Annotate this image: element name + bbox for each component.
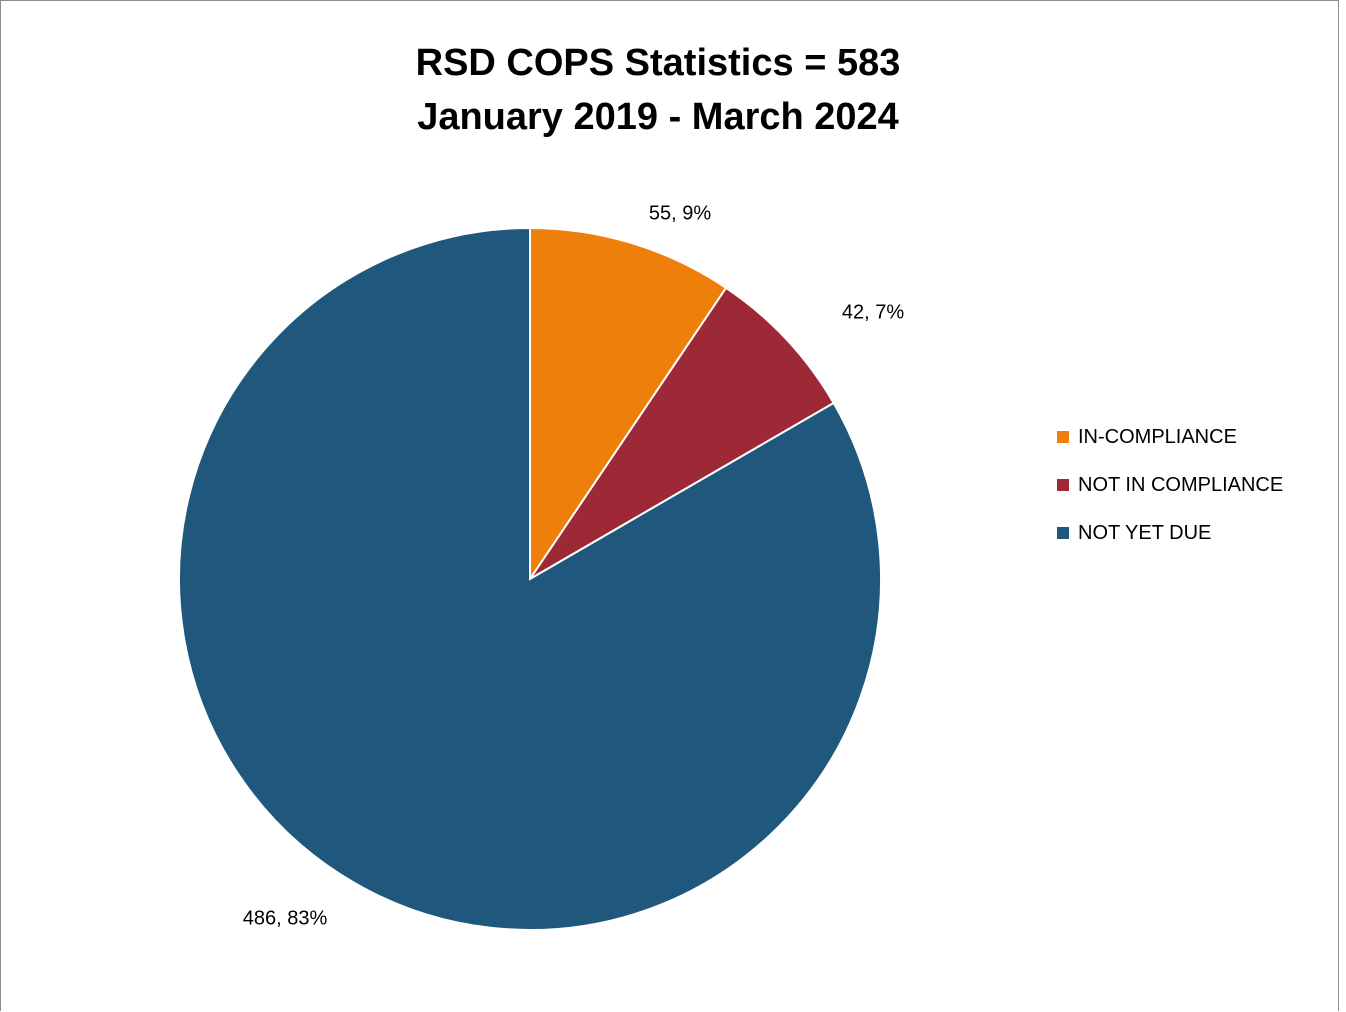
pie-slice-not-in-compliance (529, 286, 836, 580)
legend-item-not-in-compliance: NOT IN COMPLIANCE (1057, 461, 1283, 509)
pie-slice-not-yet-due (178, 226, 882, 931)
legend-label: NOT IN COMPLIANCE (1078, 473, 1284, 496)
legend-item-not-yet-due: NOT YET DUE (1057, 509, 1283, 557)
chart-subtitle: January 2019 - March 2024 (417, 96, 899, 138)
legend-label: NOT YET DUE (1078, 521, 1212, 544)
pie-slice-in-compliance (529, 226, 728, 583)
legend-item-in-compliance: IN-COMPLIANCE (1057, 413, 1283, 461)
chart-title: RSD COPS Statistics = 583 (415, 42, 901, 84)
legend-swatch (1057, 431, 1069, 443)
legend-swatch (1057, 527, 1069, 539)
pie-data-label: 486, 83% (243, 907, 328, 929)
pie-data-label: 55, 9% (649, 202, 711, 224)
legend-swatch (1057, 479, 1069, 491)
pie-data-label: 42, 7% (842, 301, 904, 323)
pie-data-labels: 55, 9% 42, 7% 486, 83% (243, 202, 905, 929)
legend-label: IN-COMPLIANCE (1078, 425, 1237, 448)
chart-legend: IN-COMPLIANCE NOT IN COMPLIANCE NOT YET … (1057, 413, 1283, 557)
pie-slices (178, 226, 882, 931)
